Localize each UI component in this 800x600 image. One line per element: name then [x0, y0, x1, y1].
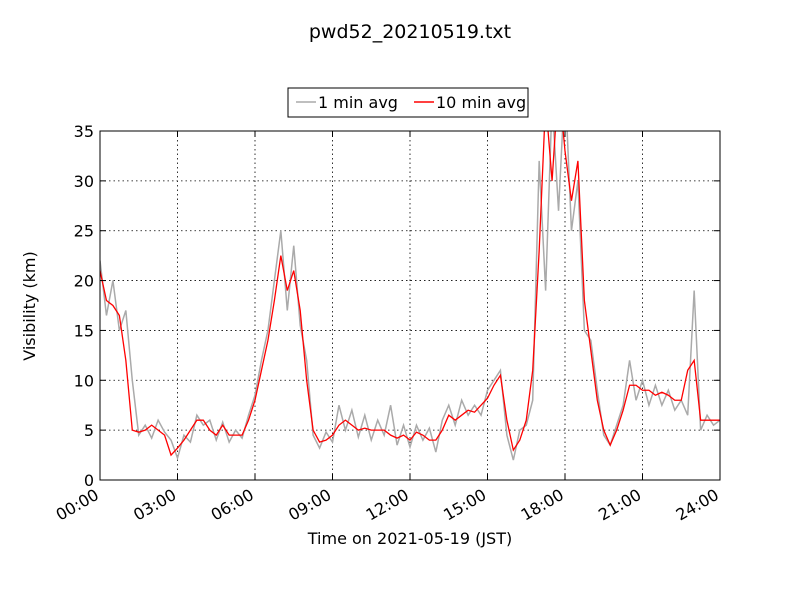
y-tick-label: 30 [74, 172, 94, 191]
y-tick-label: 35 [74, 122, 94, 141]
legend-label: 10 min avg [436, 93, 526, 112]
y-axis-label: Visibility (km) [20, 251, 39, 360]
y-tick-label: 25 [74, 222, 94, 241]
plot-area [100, 131, 720, 461]
series-line [100, 131, 720, 457]
series-line [100, 131, 720, 461]
y-tick-label: 15 [74, 321, 94, 340]
legend-box [287, 87, 529, 118]
chart-title: pwd52_20210519.txt [309, 21, 511, 43]
y-tick-label: 20 [74, 272, 94, 291]
y-tick-label: 10 [74, 371, 94, 390]
x-axis-label: Time on 2021-05-19 (JST) [307, 529, 512, 548]
y-tick-label: 5 [84, 421, 94, 440]
legend-label: 1 min avg [318, 93, 398, 112]
legend: 1 min avg 10 min avg [287, 87, 529, 118]
y-tick-label: 0 [84, 471, 94, 490]
